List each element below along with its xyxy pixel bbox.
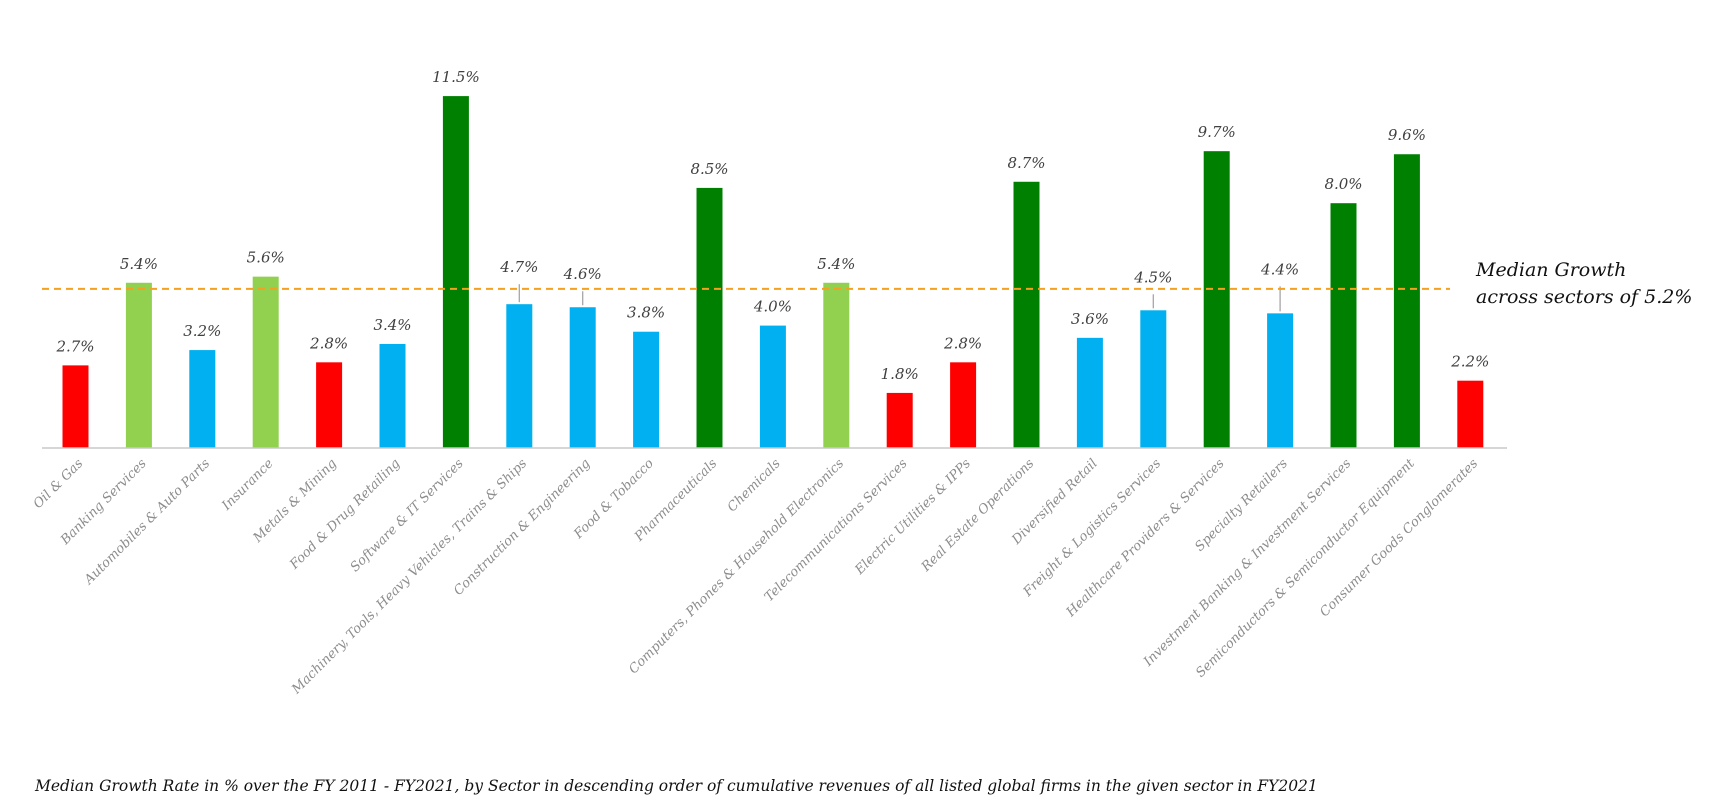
bar-value-label: 5.6% <box>247 249 285 267</box>
bar <box>886 392 913 448</box>
bar-value-label: 2.8% <box>943 334 982 352</box>
bar-value-label: 5.4% <box>120 255 158 273</box>
bar <box>569 307 596 448</box>
bar-value-label: 8.0% <box>1324 175 1362 193</box>
bar-value-label: 9.6% <box>1388 126 1426 144</box>
bar-value-label: 2.7% <box>55 337 94 355</box>
bar <box>1076 337 1103 448</box>
bar <box>696 187 723 448</box>
x-tick-label: Oil & Gas <box>31 456 87 512</box>
bar <box>1140 310 1167 448</box>
bar <box>823 282 850 448</box>
bar <box>950 362 977 448</box>
bar-value-label: 4.4% <box>1260 260 1299 278</box>
x-tick-label: Software & IT Services <box>348 456 467 575</box>
x-tick-label: Automobiles & Auto Parts <box>81 456 213 588</box>
bar <box>189 350 216 448</box>
bar-value-label: 2.2% <box>1450 353 1489 371</box>
median-annotation-line2: across sectors of 5.2% <box>1476 286 1692 308</box>
bar <box>1457 380 1484 448</box>
x-tick-label: Electric Utilities & IPPs <box>852 456 974 578</box>
bar-value-label: 4.5% <box>1133 268 1172 286</box>
x-tick-label: Real Estate Operations <box>918 456 1037 575</box>
median-annotation-line1: Median Growth <box>1475 259 1626 281</box>
bar-value-label: 4.0% <box>753 298 792 316</box>
bar-value-label: 4.7% <box>499 258 538 276</box>
bar-value-label: 4.6% <box>563 265 602 283</box>
value-labels-group: 2.7% 5.4% 3.2% 5.6% 2.8% 3.4% 11.5% 4.7% 4.6% 3.8… <box>55 68 1489 383</box>
bar-value-label: 3.8% <box>627 304 665 322</box>
bar <box>252 276 279 448</box>
bar <box>633 331 660 448</box>
bars-group <box>62 96 1484 449</box>
bar-value-label: 3.4% <box>373 316 411 334</box>
bar <box>759 325 786 448</box>
x-tick-label: Computers, Phones & Household Electronic… <box>626 456 847 677</box>
bar-value-label: 11.5% <box>432 68 480 86</box>
bar-value-label: 8.5% <box>690 160 728 178</box>
x-tick-label: Freight & Logistics Services <box>1020 456 1164 600</box>
x-tick-label: Construction & Engineering <box>451 456 593 598</box>
bar <box>316 362 343 448</box>
x-tick-label: Food & Drug Retailing <box>287 456 404 573</box>
bar <box>125 282 152 448</box>
bar <box>506 304 533 448</box>
bar <box>1267 313 1294 448</box>
x-tick-label: Insurance <box>219 456 277 514</box>
bar <box>62 365 89 448</box>
bar-value-label: 2.8% <box>309 334 348 352</box>
x-tick-label: Chemicals <box>725 456 784 515</box>
bar <box>442 96 469 448</box>
bar <box>1330 203 1357 448</box>
bar <box>1393 154 1420 449</box>
leader-lines-group <box>518 284 1281 312</box>
bar-value-label: 9.7% <box>1198 123 1236 141</box>
bar-value-label: 8.7% <box>1007 154 1045 172</box>
bar-value-label: 1.8% <box>881 365 919 383</box>
bar <box>1203 151 1230 448</box>
chart-caption: Median Growth Rate in % over the FY 2011… <box>34 777 1318 795</box>
x-tick-label: Semiconductors & Semiconductor Equipment <box>1193 456 1418 681</box>
x-tick-label: Machinery, Tools, Heavy Vehicles, Trains… <box>289 456 531 698</box>
bar-value-label: 3.6% <box>1071 310 1109 328</box>
bar <box>379 343 406 448</box>
bar <box>1013 181 1040 448</box>
bar-value-label: 5.4% <box>817 255 855 273</box>
bar-value-label: 3.2% <box>183 322 221 340</box>
